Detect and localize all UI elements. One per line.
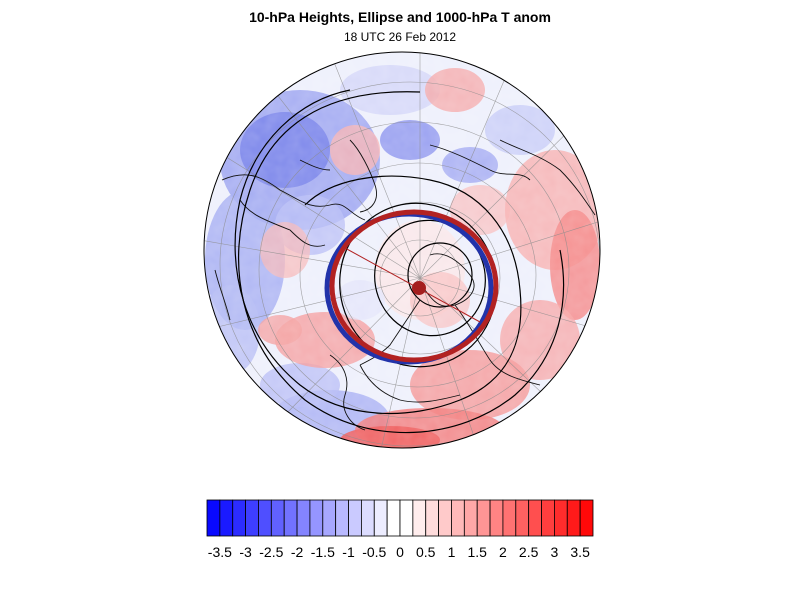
colorbar-tick-label: 0 <box>396 544 404 560</box>
colorbar-box <box>258 499 272 537</box>
colorbar-box <box>322 499 337 537</box>
colorbar-box <box>438 499 452 537</box>
colorbar-box <box>463 499 478 537</box>
colorbar-box <box>219 499 234 537</box>
colorbar-box <box>399 499 414 537</box>
colorbar-box <box>206 499 221 537</box>
colorbar-box <box>386 499 401 537</box>
colorbar-box <box>373 499 388 537</box>
colorbar-tick-label: 2.5 <box>519 544 539 560</box>
colorbar-box <box>296 499 311 537</box>
colorbar-box <box>476 499 491 537</box>
colorbar-box <box>579 499 594 537</box>
colorbar-box <box>348 499 362 537</box>
colorbar-box <box>489 499 504 537</box>
colorbar-box <box>554 499 568 537</box>
colorbar-tick-label: -3.5 <box>208 544 232 560</box>
colorbar-box <box>515 499 530 537</box>
chart-subtitle: 18 UTC 26 Feb 2012 <box>343 30 457 44</box>
vortex-ellipse <box>324 209 499 365</box>
colorbar-box <box>245 499 259 537</box>
colorbar-boxes <box>206 499 594 537</box>
colorbar-tick-label: 3 <box>551 544 559 560</box>
colorbar-tick-label: -3 <box>239 544 252 560</box>
colorbar-box <box>270 499 285 537</box>
colorbar-tick-label: 0.5 <box>416 544 436 560</box>
colorbar-tick-label: 2 <box>499 544 507 560</box>
colorbar-box <box>412 499 427 537</box>
colorbar-box <box>502 499 517 537</box>
colorbar-box <box>309 499 324 537</box>
chart-title: 10-hPa Heights, Ellipse and 1000-hPa T a… <box>249 9 551 25</box>
colorbar-tick-label: -2.5 <box>259 544 283 560</box>
colorbar-box <box>451 499 465 537</box>
colorbar-box <box>232 499 247 537</box>
colorbar-tick-label: -0.5 <box>362 544 386 560</box>
colorbar-box <box>283 499 298 537</box>
vortex-center-marker <box>412 281 426 295</box>
colorbar-tick-label: 1.5 <box>467 544 487 560</box>
colorbar-box <box>528 499 542 537</box>
colorbar-box <box>566 499 581 537</box>
colorbar-tick-label: -2 <box>291 544 304 560</box>
coastlines <box>214 139 596 431</box>
colorbar-tick-label: 3.5 <box>570 544 590 560</box>
gridlines <box>204 52 600 448</box>
colorbar-ticks: -3.5 -3 -2.5 -2 -1.5 -1 -0.5 0 0.5 1 1.5 2 2.5 3 3.5 <box>208 544 590 560</box>
colorbar-tick-label: -1.5 <box>311 544 335 560</box>
colorbar-box <box>541 499 555 537</box>
colorbar-tick-label: -1 <box>342 544 355 560</box>
colorbar-box <box>360 499 375 537</box>
colorbar-tick-label: 1 <box>448 544 456 560</box>
globe-border <box>203 51 601 449</box>
colorbar-box <box>425 499 440 537</box>
colorbar-box <box>335 499 349 537</box>
